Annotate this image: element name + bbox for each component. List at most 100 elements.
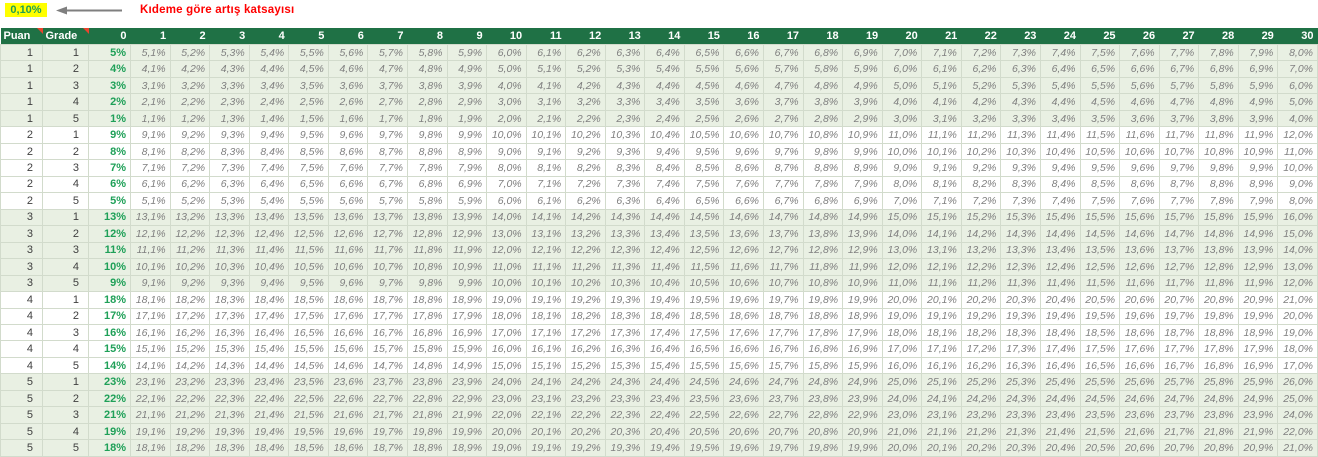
rate-cell[interactable]: 7,9% (1237, 43, 1279, 62)
rate-cell[interactable]: 23,9% (842, 389, 883, 408)
rate-cell[interactable]: 7,0% (881, 43, 923, 62)
rate-cell[interactable]: 3,5% (1079, 109, 1121, 128)
rate-cell[interactable]: 7,4% (248, 159, 290, 177)
rate-cell[interactable]: 7,3% (1000, 192, 1041, 210)
rate-cell[interactable]: 17,1% (525, 323, 567, 342)
rate-cell[interactable]: 6,3% (604, 192, 646, 210)
rate-cell[interactable]: 11,6% (1119, 126, 1160, 144)
rate-cell[interactable]: 24,5% (1079, 389, 1121, 408)
rate-cell[interactable]: 13,1% (130, 208, 171, 227)
puan-cell[interactable]: 4 (0, 340, 43, 358)
rate-cell[interactable]: 21,8% (1198, 422, 1239, 441)
rate-cell[interactable]: 10,6% (723, 274, 764, 293)
rate-cell[interactable]: 19,1% (525, 439, 567, 457)
rate-cell[interactable]: 24,0% (486, 373, 527, 391)
rate-cell[interactable]: 7,0% (1277, 60, 1318, 78)
grade-cell[interactable]: 1 (42, 43, 89, 62)
rate-cell[interactable]: 5,3% (209, 192, 250, 210)
rate-cell[interactable]: 11,8% (406, 241, 448, 260)
rate-cell[interactable]: 17,3% (604, 323, 646, 342)
rate-cell[interactable]: 4,8% (802, 76, 844, 95)
rate-cell[interactable]: 7,8% (1198, 192, 1239, 210)
rate-cell[interactable]: 4,3% (604, 76, 646, 95)
rate-cell[interactable]: 5,4% (248, 192, 290, 210)
rate-cell[interactable]: 12,6% (723, 241, 764, 260)
rate-cell[interactable]: 2,8% (802, 109, 844, 128)
rate-cell[interactable]: 11,4% (644, 258, 685, 276)
rate-cell[interactable]: 18,8% (802, 307, 844, 325)
rate-cell[interactable]: 14,8% (802, 208, 844, 227)
rate-cell[interactable]: 7,7% (763, 175, 804, 194)
rate-cell[interactable]: 10,1% (130, 258, 171, 276)
rate-cell[interactable]: 22,0% (1277, 422, 1318, 441)
rate-cell[interactable]: 4,4% (1039, 93, 1081, 111)
rate-cell[interactable]: 11,1% (130, 241, 171, 260)
rate-cell[interactable]: 11,2% (169, 241, 211, 260)
rate-cell[interactable]: 15,4% (1039, 208, 1081, 227)
rate-cell[interactable]: 17,1% (130, 307, 171, 325)
rate-cell[interactable]: 24,2% (960, 389, 1002, 408)
base-rate-cell[interactable]: 4% (88, 60, 131, 78)
rate-cell[interactable]: 12,4% (248, 225, 290, 243)
rate-cell[interactable]: 22,1% (525, 406, 567, 424)
rate-cell[interactable]: 14,1% (525, 208, 567, 227)
column-header-month-17[interactable]: 17 (763, 28, 804, 45)
rate-cell[interactable]: 20,0% (881, 439, 923, 457)
rate-cell[interactable]: 12,7% (763, 241, 804, 260)
puan-cell[interactable]: 3 (0, 258, 43, 276)
rate-cell[interactable]: 10,3% (604, 126, 646, 144)
rate-cell[interactable]: 15,5% (683, 356, 725, 375)
rate-cell[interactable]: 1,3% (209, 109, 250, 128)
column-header-month-0[interactable]: 0 (88, 28, 131, 45)
rate-cell[interactable]: 5,0% (1277, 93, 1318, 111)
rate-cell[interactable]: 12,3% (209, 225, 250, 243)
puan-cell[interactable]: 2 (0, 159, 43, 177)
rate-cell[interactable]: 19,9% (842, 291, 883, 309)
rate-cell[interactable]: 7,4% (1039, 43, 1081, 62)
rate-cell[interactable]: 7,6% (1119, 43, 1160, 62)
rate-cell[interactable]: 12,0% (1277, 274, 1318, 293)
puan-cell[interactable]: 4 (0, 356, 43, 375)
rate-cell[interactable]: 5,5% (1079, 76, 1121, 95)
rate-cell[interactable]: 16,6% (723, 340, 764, 358)
column-header-month-19[interactable]: 19 (842, 28, 883, 45)
rate-cell[interactable]: 8,4% (248, 142, 290, 161)
rate-cell[interactable]: 7,6% (1119, 192, 1160, 210)
rate-cell[interactable]: 16,6% (1119, 356, 1160, 375)
column-header-month-27[interactable]: 27 (1159, 28, 1199, 45)
rate-cell[interactable]: 7,8% (1198, 43, 1239, 62)
rate-cell[interactable]: 7,0% (486, 175, 527, 194)
column-header-month-12[interactable]: 12 (565, 28, 606, 45)
rate-cell[interactable]: 11,6% (723, 258, 764, 276)
rate-cell[interactable]: 15,8% (802, 356, 844, 375)
rate-cell[interactable]: 19,4% (1039, 307, 1081, 325)
rate-cell[interactable]: 4,0% (486, 76, 527, 95)
rate-cell[interactable]: 10,6% (723, 126, 764, 144)
rate-cell[interactable]: 24,8% (1198, 389, 1239, 408)
column-header-month-20[interactable]: 20 (882, 28, 922, 45)
grade-cell[interactable]: 4 (42, 340, 89, 358)
rate-cell[interactable]: 19,8% (1198, 307, 1239, 325)
rate-cell[interactable]: 8,2% (565, 159, 606, 177)
rate-cell[interactable]: 2,3% (604, 109, 646, 128)
rate-cell[interactable]: 16,1% (130, 323, 171, 342)
rate-cell[interactable]: 13,4% (248, 208, 290, 227)
rate-cell[interactable]: 25,7% (1158, 373, 1200, 391)
rate-cell[interactable]: 9,6% (327, 126, 369, 144)
rate-cell[interactable]: 22,3% (604, 406, 646, 424)
rate-cell[interactable]: 4,2% (565, 76, 606, 95)
rate-cell[interactable]: 12,8% (1198, 258, 1239, 276)
rate-cell[interactable]: 13,6% (1119, 241, 1160, 260)
rate-cell[interactable]: 15,5% (288, 340, 329, 358)
rate-cell[interactable]: 16,4% (1039, 356, 1081, 375)
rate-cell[interactable]: 18,2% (169, 291, 211, 309)
rate-cell[interactable]: 14,6% (327, 356, 369, 375)
rate-cell[interactable]: 10,0% (486, 126, 527, 144)
rate-cell[interactable]: 14,9% (842, 208, 883, 227)
rate-cell[interactable]: 15,0% (1277, 225, 1318, 243)
rate-cell[interactable]: 8,0% (486, 159, 527, 177)
rate-cell[interactable]: 23,2% (565, 389, 606, 408)
rate-cell[interactable]: 23,6% (723, 389, 764, 408)
rate-cell[interactable]: 22,6% (327, 389, 369, 408)
rate-cell[interactable]: 18,9% (446, 291, 488, 309)
